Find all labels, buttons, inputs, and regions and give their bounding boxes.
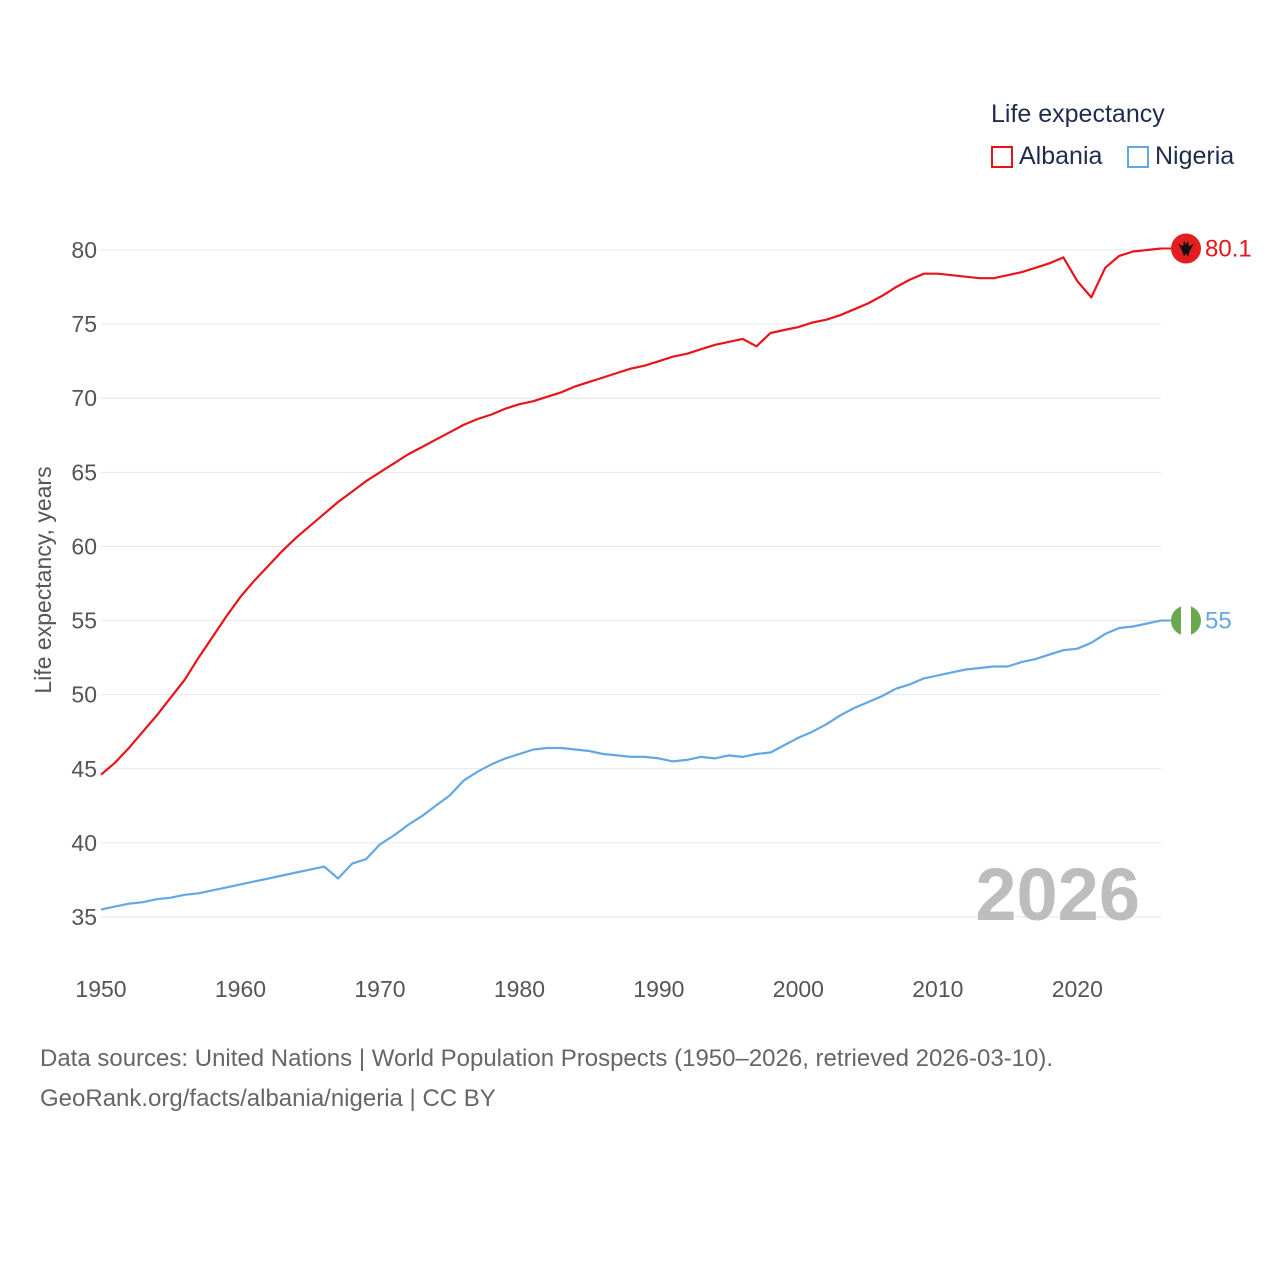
series-line-albania bbox=[100, 247, 1162, 776]
x-tick-label: 1950 bbox=[75, 976, 126, 1002]
footer-source: Data sources: United Nations | World Pop… bbox=[40, 1045, 1054, 1072]
legend-swatch-nigeria bbox=[1127, 145, 1149, 168]
y-tick-label: 60 bbox=[71, 533, 97, 559]
y-axis-ticks: 35 40 45 50 55 60 65 70 75 80 bbox=[71, 237, 97, 930]
legend-label-albania: Albania bbox=[1019, 142, 1103, 170]
x-tick-label: 1980 bbox=[494, 976, 545, 1002]
legend-swatch-albania bbox=[991, 145, 1013, 168]
year-watermark: 2026 bbox=[975, 853, 1140, 936]
series-line-nigeria bbox=[100, 619, 1162, 911]
x-tick-label: 2000 bbox=[773, 976, 824, 1002]
y-tick-label: 70 bbox=[71, 385, 97, 411]
x-tick-label: 2010 bbox=[912, 976, 963, 1002]
x-axis-ticks: 1950 1960 1970 1980 1990 2000 2010 2020 bbox=[75, 976, 1102, 1002]
footer-credit: GeoRank.org/facts/albania/nigeria | CC B… bbox=[40, 1085, 496, 1112]
grid-lines bbox=[101, 249, 1161, 918]
x-tick-label: 2020 bbox=[1052, 976, 1103, 1002]
albania-flag-icon bbox=[1171, 233, 1201, 264]
x-tick-label: 1990 bbox=[633, 976, 684, 1002]
y-tick-label: 75 bbox=[71, 311, 97, 337]
nigeria-flag-icon bbox=[1171, 605, 1201, 636]
y-tick-label: 40 bbox=[71, 830, 97, 856]
x-tick-label: 1960 bbox=[215, 976, 266, 1002]
y-axis-label: Life expectancy, years bbox=[30, 466, 56, 693]
legend-item-nigeria[interactable]: Nigeria bbox=[1127, 142, 1234, 171]
legend-title: Life expectancy bbox=[991, 100, 1165, 128]
y-tick-label: 65 bbox=[71, 459, 97, 485]
legend-item-albania[interactable]: Albania bbox=[991, 142, 1102, 171]
series-end-markers: 80.1 55 bbox=[1161, 233, 1252, 636]
x-tick-label: 1970 bbox=[354, 976, 405, 1002]
series-lines bbox=[100, 247, 1162, 911]
y-tick-label: 50 bbox=[71, 682, 97, 708]
end-value-label-albania: 80.1 bbox=[1205, 236, 1252, 263]
y-tick-label: 80 bbox=[71, 237, 97, 263]
y-tick-label: 55 bbox=[71, 608, 97, 634]
y-tick-label: 35 bbox=[71, 904, 97, 930]
legend-label-nigeria: Nigeria bbox=[1155, 142, 1235, 170]
end-value-label-nigeria: 55 bbox=[1205, 608, 1232, 635]
y-tick-label: 45 bbox=[71, 756, 97, 782]
